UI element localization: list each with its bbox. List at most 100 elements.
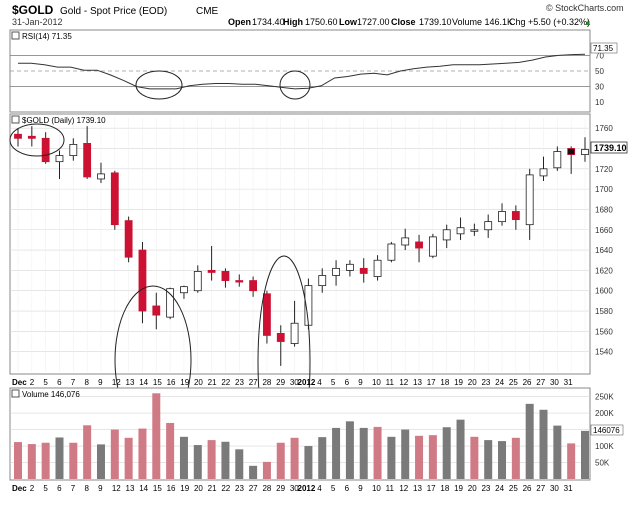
candle: [235, 274, 244, 287]
candle-body: [484, 221, 493, 231]
candle-body: [373, 259, 382, 277]
x-tick-label: 26: [523, 484, 532, 493]
x-tick-label: 19: [454, 484, 463, 493]
x-tick-label: 5: [331, 378, 336, 387]
price-tick-label: 1760: [595, 124, 613, 133]
candle: [318, 268, 327, 293]
candle-body: [511, 211, 520, 221]
x-tick-label: 9: [358, 484, 363, 493]
low-value: 1727.00: [357, 17, 390, 27]
candle: [249, 276, 257, 297]
candle-body: [41, 137, 50, 163]
candle-body: [110, 172, 119, 226]
volume-bar: [484, 440, 493, 479]
x-tick-label: 27: [536, 484, 545, 493]
volume-bar: [359, 427, 368, 479]
candle: [207, 246, 216, 281]
rsi-line: [18, 53, 586, 90]
x-tick-label: 2: [30, 484, 35, 493]
volume-legend-label: Volume 146,076: [22, 390, 80, 399]
volume-tick-label: 100K: [595, 442, 614, 451]
x-tick-label: Dec: [12, 484, 27, 493]
candle: [14, 128, 22, 147]
x-tick-label: 24: [495, 378, 504, 387]
x-tick-label: 4: [317, 378, 322, 387]
x-tick-label: 15: [153, 378, 162, 387]
x-tick-label: 18: [440, 484, 449, 493]
volume-bar: [235, 449, 244, 479]
candle: [359, 258, 368, 283]
date-label: 31-Jan-2012: [12, 17, 63, 27]
x-tick-label: 8: [84, 484, 89, 493]
candle-body: [359, 267, 368, 274]
x-tick-label: 7: [71, 378, 76, 387]
volume-bar: [387, 436, 396, 479]
candle: [539, 156, 548, 181]
candle-body: [498, 211, 506, 223]
candle-body: [346, 263, 354, 271]
volume-bar: [401, 429, 410, 479]
candle-body: [456, 227, 465, 235]
volume-bar: [428, 435, 437, 479]
volume-bar: [249, 465, 258, 479]
x-tick-label: 27: [536, 378, 545, 387]
candle-body: [97, 173, 105, 180]
volume-bar: [498, 441, 507, 479]
candle: [166, 287, 175, 320]
candle-body: [387, 243, 396, 261]
candle: [373, 255, 382, 281]
candle: [553, 146, 562, 171]
price-last-value: 1739.10: [594, 143, 627, 153]
candle: [193, 265, 202, 293]
rsi-tick-label: 50: [595, 67, 604, 76]
open-value: 1734.40: [252, 17, 285, 27]
volume-bar: [166, 422, 175, 479]
price-tick-label: 1600: [595, 287, 613, 296]
candle-body: [401, 237, 410, 246]
candle: [263, 290, 271, 344]
volume-bar: [525, 403, 534, 479]
x-tick-label: 6: [345, 484, 350, 493]
volume-bar: [456, 419, 465, 479]
volume-bar: [304, 446, 313, 479]
volume-bar: [41, 442, 50, 479]
volume-bar: [415, 435, 424, 479]
candle: [221, 268, 230, 288]
candle-body: [55, 155, 64, 163]
candlestick-series: [14, 126, 589, 366]
price-tick-label: 1540: [595, 348, 613, 357]
volume-bar: [179, 436, 188, 479]
rsi-last-value-box: [590, 42, 618, 54]
volume-bar: [345, 421, 354, 479]
x-tick-label: 22: [221, 378, 230, 387]
x-tick-label: 5: [43, 378, 48, 387]
candle-body: [14, 133, 22, 139]
candle-body: [525, 174, 534, 226]
x-tick-label: 11: [386, 484, 395, 493]
x-tick-label: 13: [126, 378, 135, 387]
x-tick-label: 20: [194, 378, 203, 387]
price-tick-label: 1680: [595, 205, 613, 214]
rsi-tick-label: 10: [595, 98, 604, 107]
rsi-panel: 70 50 30 10 RSI(14) 71.35 71.35: [9, 29, 618, 113]
volume-bar: [207, 440, 216, 479]
candle: [83, 126, 92, 179]
price-panel: 1540156015801600162016401660168017001720…: [9, 113, 628, 469]
instrument-name: Gold - Spot Price (EOD): [60, 6, 167, 17]
rsi-tick-label: 30: [595, 83, 604, 92]
x-tick-label: 23: [235, 378, 244, 387]
x-tick-label: 2012: [298, 378, 316, 387]
x-tick-label: 31: [564, 378, 573, 387]
x-tick-label: 30: [550, 378, 559, 387]
x-tick-label: Dec: [12, 378, 27, 387]
candle: [484, 214, 493, 238]
candle: [110, 170, 119, 230]
candle: [387, 241, 396, 263]
volume-tick-label: 250K: [595, 393, 614, 402]
candle-body: [249, 280, 257, 292]
candle-body: [166, 288, 175, 318]
candle: [55, 150, 64, 179]
rsi-legend-icon: [11, 31, 20, 40]
candle: [415, 234, 423, 263]
volume-last-value-box: [590, 424, 624, 436]
